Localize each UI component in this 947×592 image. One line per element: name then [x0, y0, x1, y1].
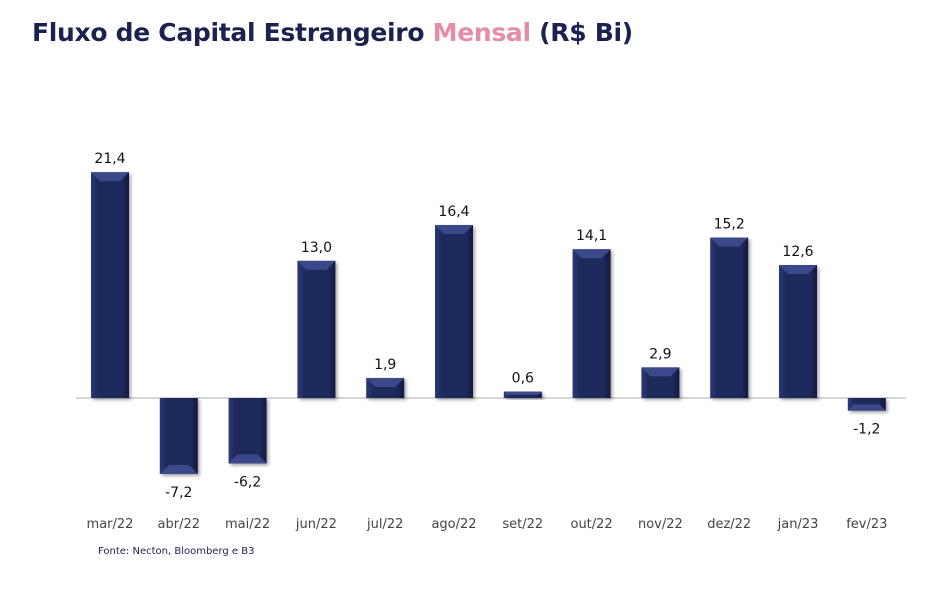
- value-label: 14,1: [576, 228, 607, 244]
- bar-bevel: [503, 391, 542, 395]
- bar-bevel: [435, 224, 473, 234]
- bar-rect: [297, 260, 336, 398]
- bars-group: [91, 172, 886, 474]
- x-axis-labels-group: mar/22 abr/22 mai/22 jun/22 jul/22 ago/22 set/…: [87, 517, 888, 532]
- value-label: 12,6: [782, 244, 813, 260]
- value-label: 13,0: [301, 240, 332, 256]
- bar-rect: [710, 237, 749, 398]
- source-note: Fonte: Necton, Bloomberg e B3: [98, 546, 255, 557]
- x-tick-label: set/22: [502, 517, 543, 532]
- bar-bevel: [779, 265, 817, 275]
- bar-bevel: [572, 249, 611, 259]
- bar-bevel: [91, 172, 129, 182]
- title-unit: (R$ Bi): [530, 18, 633, 47]
- bar-bevel: [710, 237, 749, 247]
- bar-abr/22: [159, 398, 198, 474]
- value-label: 16,4: [438, 204, 469, 220]
- bar-jan/23: [779, 265, 817, 398]
- bar-rect: [91, 172, 129, 398]
- bar-rect: [228, 398, 267, 464]
- bar-out/22: [572, 249, 611, 398]
- x-tick-label: jul/22: [366, 517, 403, 532]
- x-tick-label: jun/22: [295, 517, 337, 532]
- bar-fev/23: [847, 398, 886, 411]
- x-tick-label: mar/22: [87, 517, 134, 532]
- x-tick-label: ago/22: [431, 517, 476, 532]
- bar-rect: [779, 265, 817, 398]
- bar-nov/22: [641, 367, 680, 398]
- bar-bevel: [159, 464, 198, 474]
- value-label: 0,6: [512, 371, 534, 387]
- bar-dez/22: [710, 237, 749, 398]
- bar-rect: [159, 398, 198, 474]
- bar-bevel: [228, 454, 267, 464]
- bar-mar/22: [91, 172, 129, 398]
- bar-rect: [572, 249, 611, 398]
- x-tick-label: mai/22: [225, 517, 270, 532]
- value-label: -1,2: [853, 422, 880, 438]
- bar-bevel: [641, 367, 680, 377]
- bar-mai/22: [228, 398, 267, 464]
- bar-rect: [435, 224, 473, 398]
- bar-bevel: [847, 404, 886, 411]
- bar-set/22: [503, 391, 542, 398]
- bar-ago/22: [435, 224, 473, 398]
- bar-bevel: [366, 377, 405, 387]
- chart-title: Fluxo de Capital Estrangeiro Mensal (R$ …: [32, 18, 633, 47]
- x-tick-label: dez/22: [707, 517, 751, 532]
- bar-bevel: [297, 260, 336, 270]
- x-tick-label: nov/22: [638, 517, 683, 532]
- value-label: -6,2: [234, 474, 261, 490]
- bar-jul/22: [366, 377, 405, 398]
- title-main: Fluxo de Capital Estrangeiro: [32, 18, 433, 47]
- x-tick-label: fev/23: [846, 517, 887, 532]
- bar-jun/22: [297, 260, 336, 398]
- x-tick-label: abr/22: [158, 517, 201, 532]
- value-label: -7,2: [165, 485, 192, 501]
- value-labels-group: 21,4 -7,2 -6,2 13,0 1,9 16,4 0,6 14,1 2,9 15,2 12,…: [94, 151, 880, 501]
- x-tick-label: jan/23: [777, 517, 819, 532]
- x-tick-label: out/22: [570, 517, 612, 532]
- title-accent: Mensal: [432, 18, 531, 47]
- value-label: 21,4: [94, 151, 125, 167]
- bar-rect: [503, 391, 542, 398]
- value-label: 15,2: [714, 217, 745, 233]
- value-label: 2,9: [649, 346, 671, 362]
- value-label: 1,9: [374, 357, 396, 373]
